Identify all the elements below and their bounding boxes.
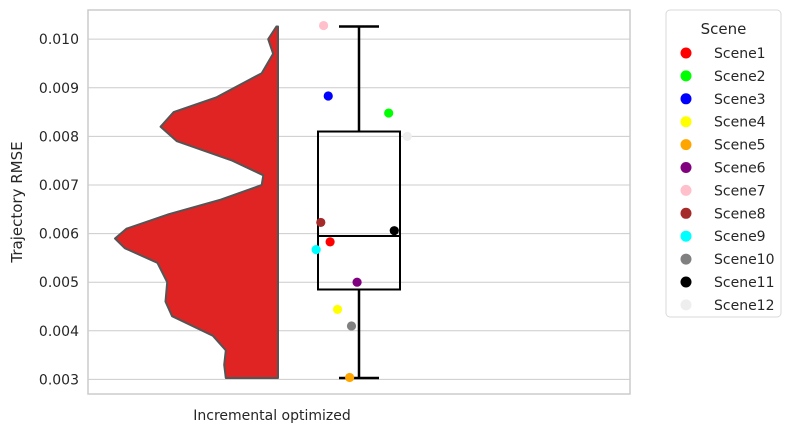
y-tick-label: 0.009	[39, 81, 79, 97]
legend-label: Scene2	[714, 69, 766, 85]
legend-label: Scene4	[714, 115, 766, 131]
point-scene4	[332, 304, 343, 315]
legend-marker	[680, 184, 692, 196]
point-scene12	[402, 131, 412, 141]
legend-label: Scene7	[714, 183, 766, 199]
legend-marker	[680, 93, 692, 105]
point-scene7	[318, 20, 329, 31]
legend-marker	[680, 162, 692, 173]
point-scene5	[345, 372, 355, 383]
y-tick-label: 0.005	[39, 275, 79, 291]
point-scene8	[316, 217, 326, 228]
legend-label: Scene11	[714, 275, 775, 291]
y-tick-label: 0.004	[39, 324, 79, 340]
legend-label: Scene8	[714, 206, 766, 222]
legend-label: Scene6	[714, 161, 766, 177]
legend-marker	[680, 116, 692, 128]
point-scene3	[323, 91, 333, 101]
legend-label: Scene3	[714, 92, 766, 108]
point-scene1	[325, 237, 335, 247]
point-scene10	[346, 321, 357, 331]
legend-title: Scene	[701, 20, 747, 38]
point-scene6	[352, 277, 362, 287]
y-tick-label: 0.008	[39, 129, 79, 145]
point-scene2	[384, 108, 394, 118]
y-tick-label: 0.010	[39, 32, 79, 48]
plot-area: 0.003 0.004 0.005 0.006 0.007 0.008 0.009 0.010…	[8, 9, 631, 424]
legend-marker	[680, 47, 692, 59]
y-tick-label: 0.007	[39, 178, 79, 194]
legend-marker	[680, 253, 692, 265]
iqr-box	[317, 130, 401, 291]
legend-marker	[680, 299, 692, 311]
plot-frame	[87, 9, 631, 395]
legend-label: Scene12	[714, 298, 775, 314]
legend-label: Scene1	[714, 46, 766, 62]
point-scene11	[389, 226, 399, 236]
legend-label: Scene5	[714, 138, 766, 154]
legend-marker	[680, 207, 692, 219]
legend-marker	[680, 230, 692, 242]
legend-marker	[680, 276, 692, 288]
point-scene9	[311, 245, 321, 255]
legend-frame	[665, 9, 782, 318]
legend-marker	[680, 139, 692, 151]
y-axis-title: Trajectory RMSE	[8, 141, 26, 263]
legend-label: Scene9	[714, 229, 766, 245]
violin-half	[114, 25, 279, 379]
legend: Scene Scene1 Scene2 Scene3 Scene4 Scene5 Scene…	[665, 9, 782, 318]
y-tick-label: 0.006	[39, 227, 79, 243]
legend-label: Scene10	[714, 252, 775, 268]
legend-marker	[680, 70, 692, 82]
y-tick-label: 0.003	[39, 372, 79, 388]
x-tick-label: Incremental optimized	[193, 408, 351, 424]
